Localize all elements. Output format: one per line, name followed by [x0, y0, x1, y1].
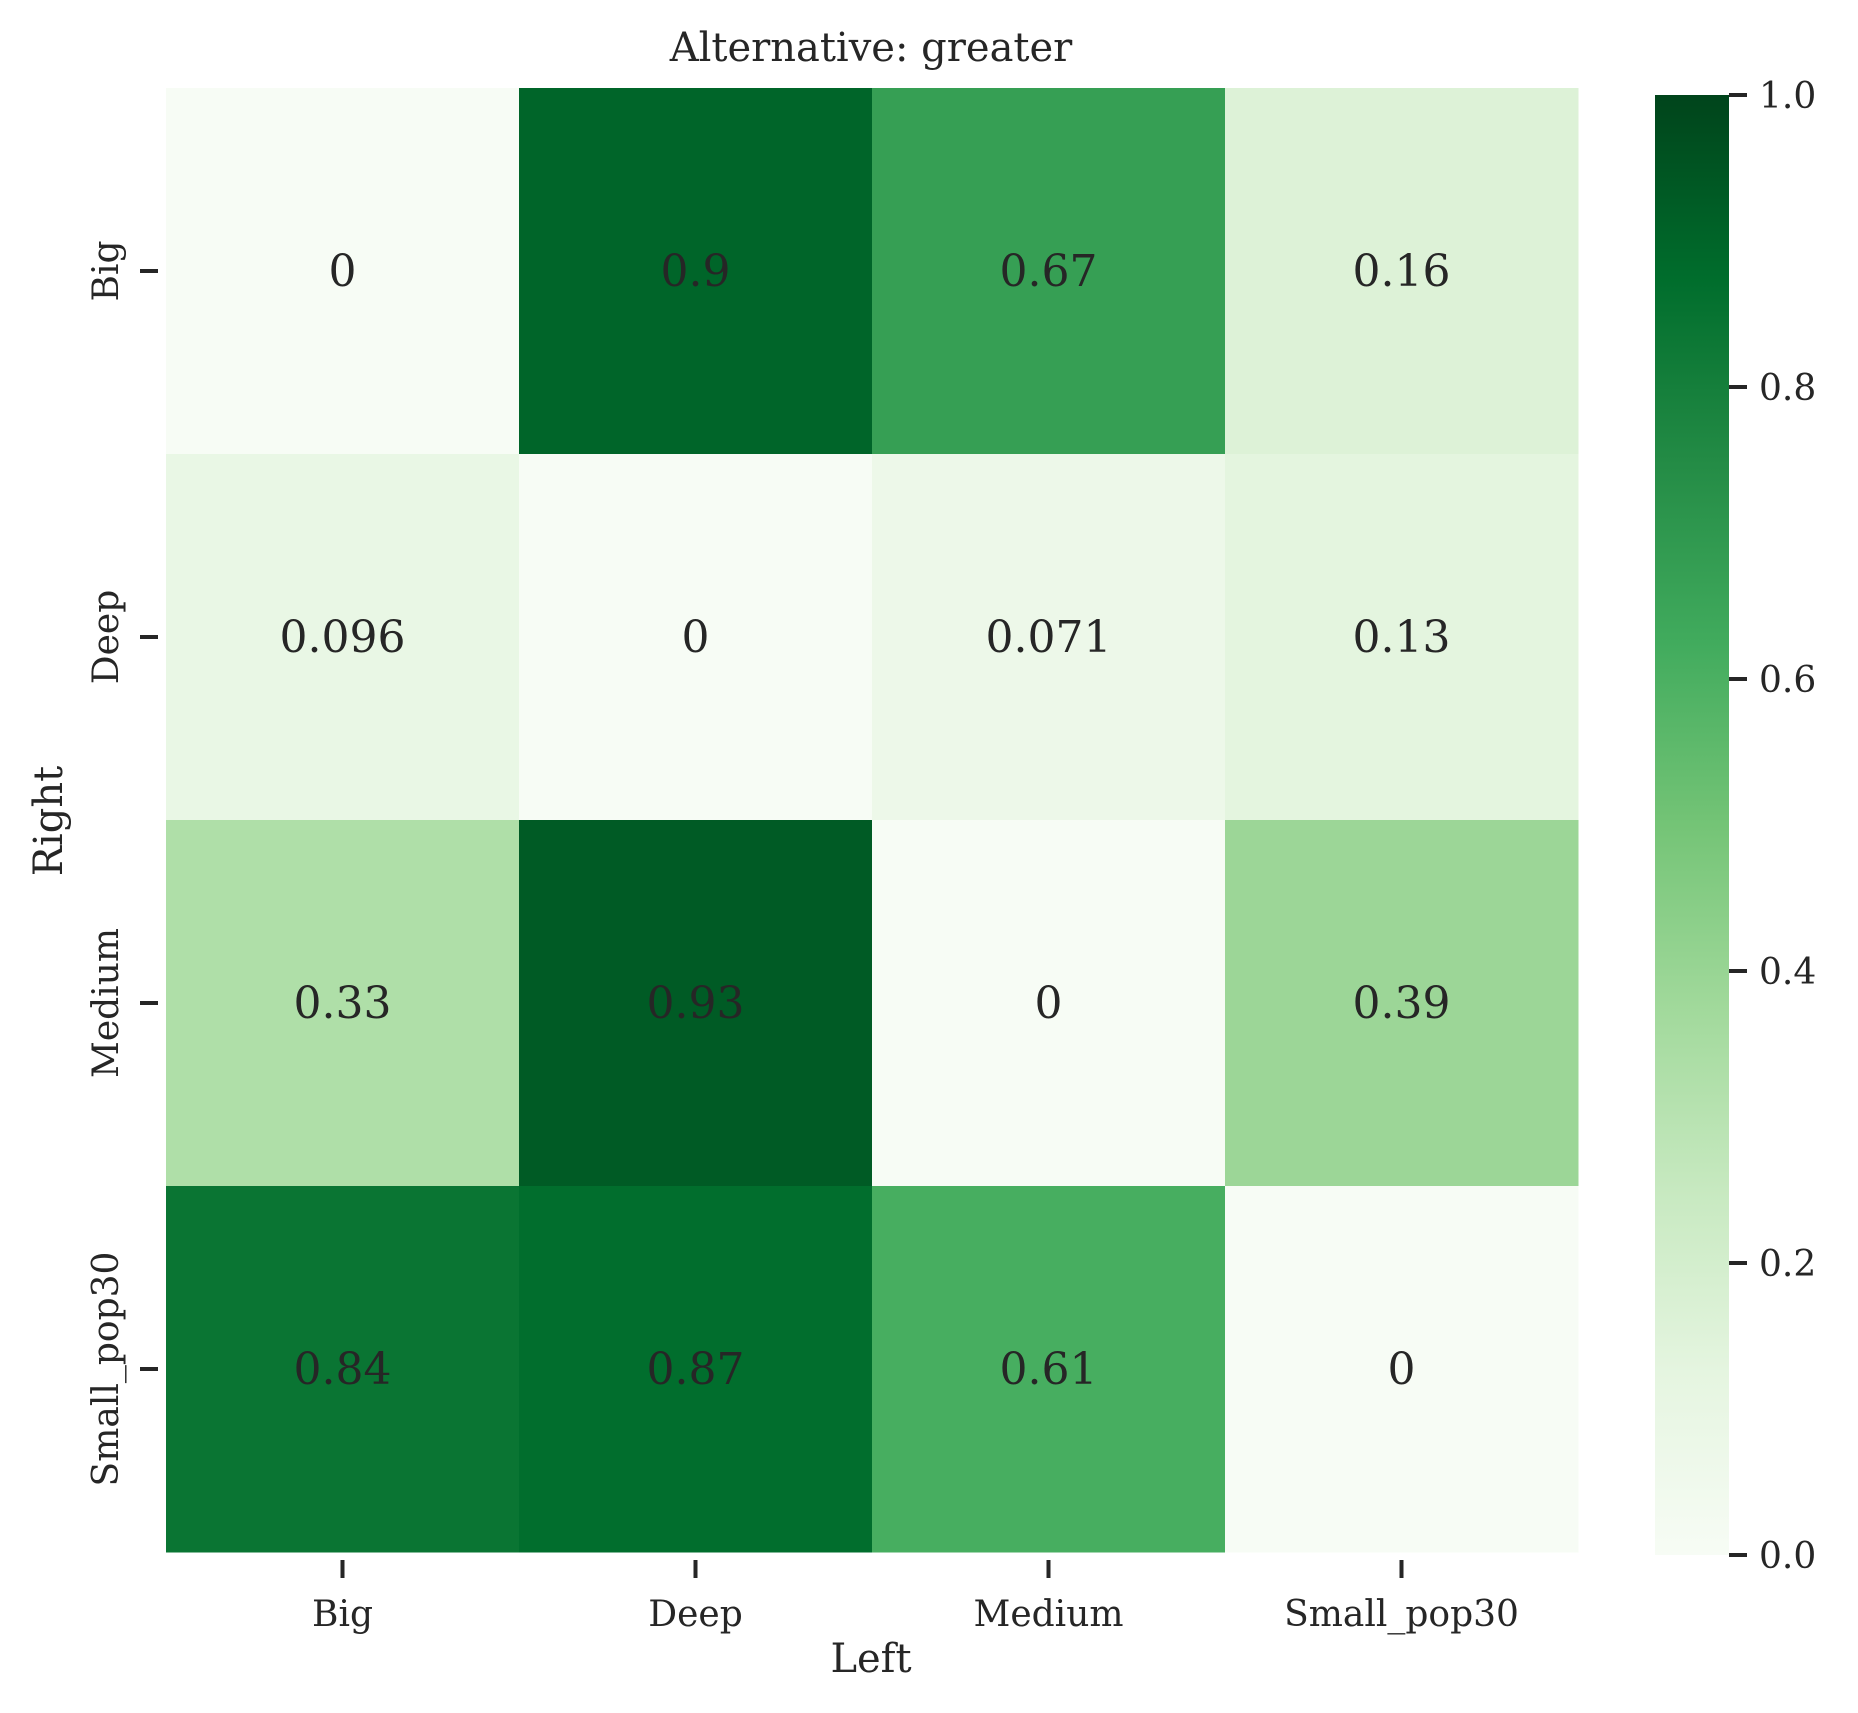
colorbar-tick-label: 0.4	[1759, 952, 1816, 993]
heatmap-cell	[166, 88, 520, 455]
cell-value-label: 0.84	[294, 1344, 392, 1395]
heatmap-cell	[1225, 820, 1579, 1187]
colorbar-tick-label: 0.2	[1759, 1244, 1816, 1285]
cell-value-label: 0	[1035, 978, 1063, 1029]
cell-value-label: 0.39	[1353, 978, 1451, 1029]
cell-value-label: 0.13	[1353, 612, 1451, 663]
heatmap-cell	[519, 1186, 873, 1553]
x-axis-ticks: Big Deep Medium Small_pop30	[312, 1560, 1519, 1635]
cell-value-label: 0.87	[647, 1344, 745, 1395]
heatmap-cell	[872, 1186, 1226, 1553]
cell-value-label: 0.93	[647, 978, 745, 1029]
colorbar-tick-label: 0.8	[1759, 368, 1816, 409]
cell-value-label: 0	[1388, 1344, 1416, 1395]
colorbar-tick-label: 0.6	[1759, 660, 1816, 701]
heatmap-cells	[166, 88, 1579, 1553]
colorbar-ticks: 0.0 0.2 0.4 0.6 0.8 1.0	[1729, 76, 1816, 1577]
x-tick-label: Deep	[648, 1594, 743, 1635]
heatmap-cell-labels: 0 0.9 0.67 0.16 0.096 0 0.071 0.13 0.33 0.93 0 0.39…	[280, 246, 1451, 1395]
heatmap-cell	[1225, 454, 1579, 821]
y-tick-label: Big	[86, 240, 127, 301]
heatmap-cell	[519, 820, 873, 1187]
y-tick-label: Medium	[86, 928, 127, 1078]
cell-value-label: 0.61	[1000, 1344, 1098, 1395]
heatmap-cell	[872, 88, 1226, 455]
heatmap-cell	[519, 454, 873, 821]
cell-value-label: 0.9	[661, 246, 731, 297]
heatmap-cell	[1225, 1186, 1579, 1553]
x-axis-label: Left	[830, 1636, 911, 1682]
heatmap-cell	[166, 1186, 520, 1553]
heatmap-cell	[1225, 88, 1579, 455]
y-tick-label: Deep	[86, 590, 127, 685]
chart-title: Alternative: greater	[669, 25, 1073, 71]
y-axis-label: Right	[26, 766, 72, 876]
y-tick-label: Small_pop30	[86, 1252, 127, 1487]
cell-value-label: 0	[682, 612, 710, 663]
colorbar	[1655, 95, 1729, 1555]
cell-value-label: 0.67	[1000, 246, 1098, 297]
heatmap-cell	[166, 454, 520, 821]
heatmap-cell	[166, 820, 520, 1187]
cell-value-label: 0.16	[1353, 246, 1451, 297]
x-tick-label: Big	[312, 1594, 373, 1635]
heatmap-cell	[519, 88, 873, 455]
cell-value-label: 0.33	[294, 978, 392, 1029]
heatmap-cell	[872, 454, 1226, 821]
colorbar-tick-label: 0.0	[1759, 1536, 1816, 1577]
cell-value-label: 0	[329, 246, 357, 297]
heatmap-cell	[872, 820, 1226, 1187]
cell-value-label: 0.096	[280, 612, 406, 663]
y-axis-ticks: Big Deep Medium Small_pop30	[86, 240, 158, 1486]
x-tick-label: Small_pop30	[1284, 1594, 1519, 1635]
cell-value-label: 0.071	[986, 612, 1112, 663]
colorbar-tick-label: 1.0	[1759, 76, 1816, 117]
x-tick-label: Medium	[973, 1594, 1123, 1635]
